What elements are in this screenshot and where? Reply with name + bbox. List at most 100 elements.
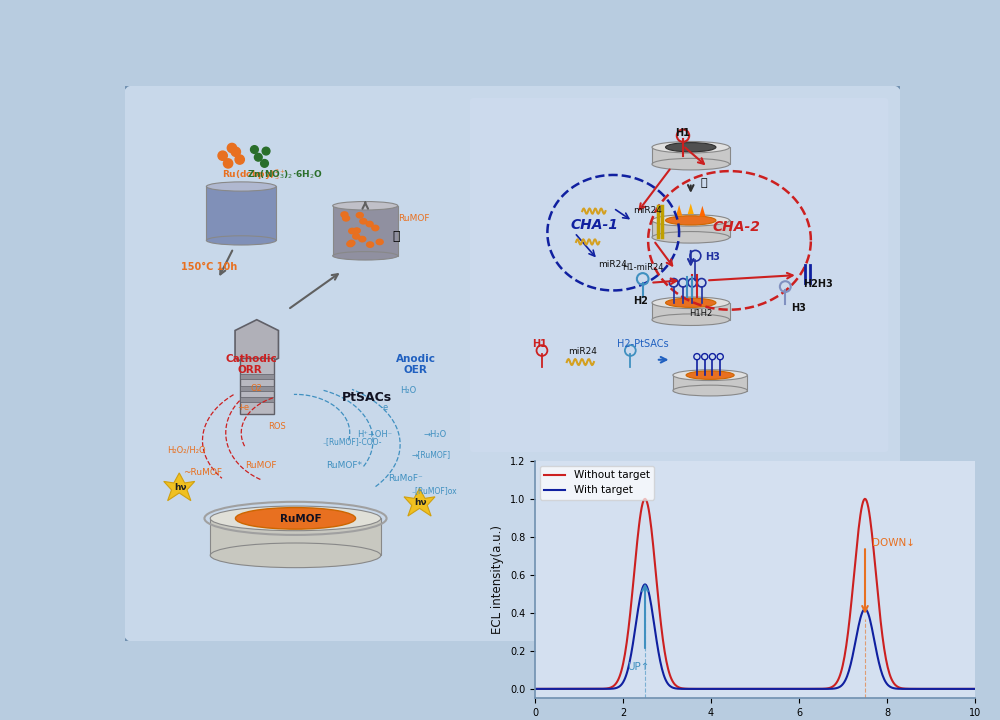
Text: +e: +e — [237, 402, 250, 412]
Text: H₂O: H₂O — [400, 386, 416, 395]
Ellipse shape — [666, 298, 716, 307]
Circle shape — [251, 145, 258, 153]
Ellipse shape — [360, 219, 367, 224]
Without target — [891, 682, 903, 690]
With target — [639, 580, 651, 589]
Ellipse shape — [359, 236, 366, 242]
Polygon shape — [404, 488, 435, 516]
FancyBboxPatch shape — [123, 84, 902, 643]
Ellipse shape — [347, 241, 354, 247]
Without target — [969, 685, 981, 693]
Without target — [529, 685, 541, 693]
Text: ROS: ROS — [268, 422, 286, 431]
Text: H⁺+OH⁻: H⁺+OH⁻ — [358, 430, 393, 438]
With target — [739, 685, 751, 693]
Ellipse shape — [356, 212, 363, 218]
Polygon shape — [688, 204, 694, 215]
Ellipse shape — [652, 314, 730, 325]
Bar — [240, 386, 274, 390]
Text: H2: H2 — [633, 295, 648, 305]
Bar — [240, 397, 274, 402]
Text: H1-miR24: H1-miR24 — [623, 263, 664, 271]
Ellipse shape — [348, 240, 355, 246]
Bar — [240, 374, 274, 379]
Circle shape — [231, 147, 240, 156]
Ellipse shape — [652, 158, 730, 170]
Text: H1: H1 — [675, 128, 690, 138]
Text: PtSACs: PtSACs — [342, 390, 392, 403]
Text: →[RuMOF]: →[RuMOF] — [412, 451, 451, 459]
Without target — [742, 685, 754, 693]
Circle shape — [254, 153, 262, 161]
Ellipse shape — [652, 232, 730, 243]
Ellipse shape — [666, 216, 716, 225]
Ellipse shape — [652, 297, 730, 309]
Text: O2: O2 — [251, 384, 262, 392]
Ellipse shape — [353, 234, 360, 239]
Text: CHA-2: CHA-2 — [712, 220, 760, 234]
Ellipse shape — [235, 508, 356, 529]
Circle shape — [262, 147, 270, 155]
Text: ₋[RuMOF]ox: ₋[RuMOF]ox — [412, 486, 457, 495]
With target — [792, 685, 804, 693]
Ellipse shape — [666, 143, 716, 152]
Text: OER: OER — [404, 365, 428, 375]
Ellipse shape — [376, 239, 383, 245]
Text: →H₂O: →H₂O — [423, 430, 447, 438]
Ellipse shape — [367, 242, 374, 247]
Text: miR24: miR24 — [598, 261, 627, 269]
Circle shape — [218, 151, 227, 161]
Text: 🔥: 🔥 — [392, 230, 400, 243]
Text: hν: hν — [174, 483, 186, 492]
With target — [969, 685, 981, 693]
Text: H2-PtSACs: H2-PtSACs — [617, 338, 669, 348]
Text: miR24: miR24 — [568, 347, 597, 356]
With target — [742, 685, 754, 693]
Line: With target: With target — [535, 585, 975, 689]
Ellipse shape — [333, 251, 398, 260]
Text: ₋[RuMOF]-COO-: ₋[RuMOF]-COO- — [323, 438, 382, 446]
Text: UP↑: UP↑ — [627, 662, 650, 672]
Polygon shape — [333, 206, 398, 256]
Text: H1: H1 — [532, 338, 547, 348]
Text: H3: H3 — [792, 303, 806, 313]
Text: H3: H3 — [705, 252, 720, 261]
FancyBboxPatch shape — [470, 98, 888, 452]
Circle shape — [227, 143, 237, 153]
Text: miR24: miR24 — [633, 207, 662, 215]
With target — [891, 684, 903, 693]
Polygon shape — [206, 186, 276, 240]
Text: RuMOF: RuMOF — [398, 214, 429, 223]
Circle shape — [235, 155, 244, 164]
Ellipse shape — [372, 225, 379, 230]
Polygon shape — [210, 518, 381, 555]
Circle shape — [261, 160, 268, 167]
Ellipse shape — [366, 221, 373, 227]
Ellipse shape — [333, 202, 398, 210]
Text: RuMOF*: RuMOF* — [326, 461, 362, 469]
Text: 150°C 10h: 150°C 10h — [181, 261, 237, 271]
Text: RuMoF⁻: RuMoF⁻ — [388, 474, 423, 482]
With target — [959, 685, 971, 693]
Text: RuMOF: RuMOF — [280, 514, 322, 524]
Ellipse shape — [341, 212, 348, 217]
Polygon shape — [652, 220, 730, 238]
Legend: Without target, With target: Without target, With target — [540, 466, 654, 500]
Polygon shape — [676, 205, 682, 216]
Text: hν: hν — [414, 498, 427, 508]
Text: Cathodic: Cathodic — [226, 354, 278, 364]
Without target — [792, 685, 804, 693]
Text: RuMOF: RuMOF — [245, 461, 277, 469]
Bar — [240, 359, 274, 414]
Ellipse shape — [652, 141, 730, 153]
Text: -e: -e — [381, 402, 389, 412]
Text: Zn(NO$_3$)$_2$·6H$_2$O: Zn(NO$_3$)$_2$·6H$_2$O — [247, 168, 323, 181]
Polygon shape — [652, 147, 730, 164]
Line: Without target: Without target — [535, 499, 975, 689]
With target — [768, 685, 780, 693]
Y-axis label: ECL intensity(a.u.): ECL intensity(a.u.) — [491, 525, 504, 634]
Ellipse shape — [353, 228, 360, 233]
Ellipse shape — [673, 370, 747, 381]
Text: H1H2: H1H2 — [689, 309, 712, 318]
Polygon shape — [652, 303, 730, 320]
